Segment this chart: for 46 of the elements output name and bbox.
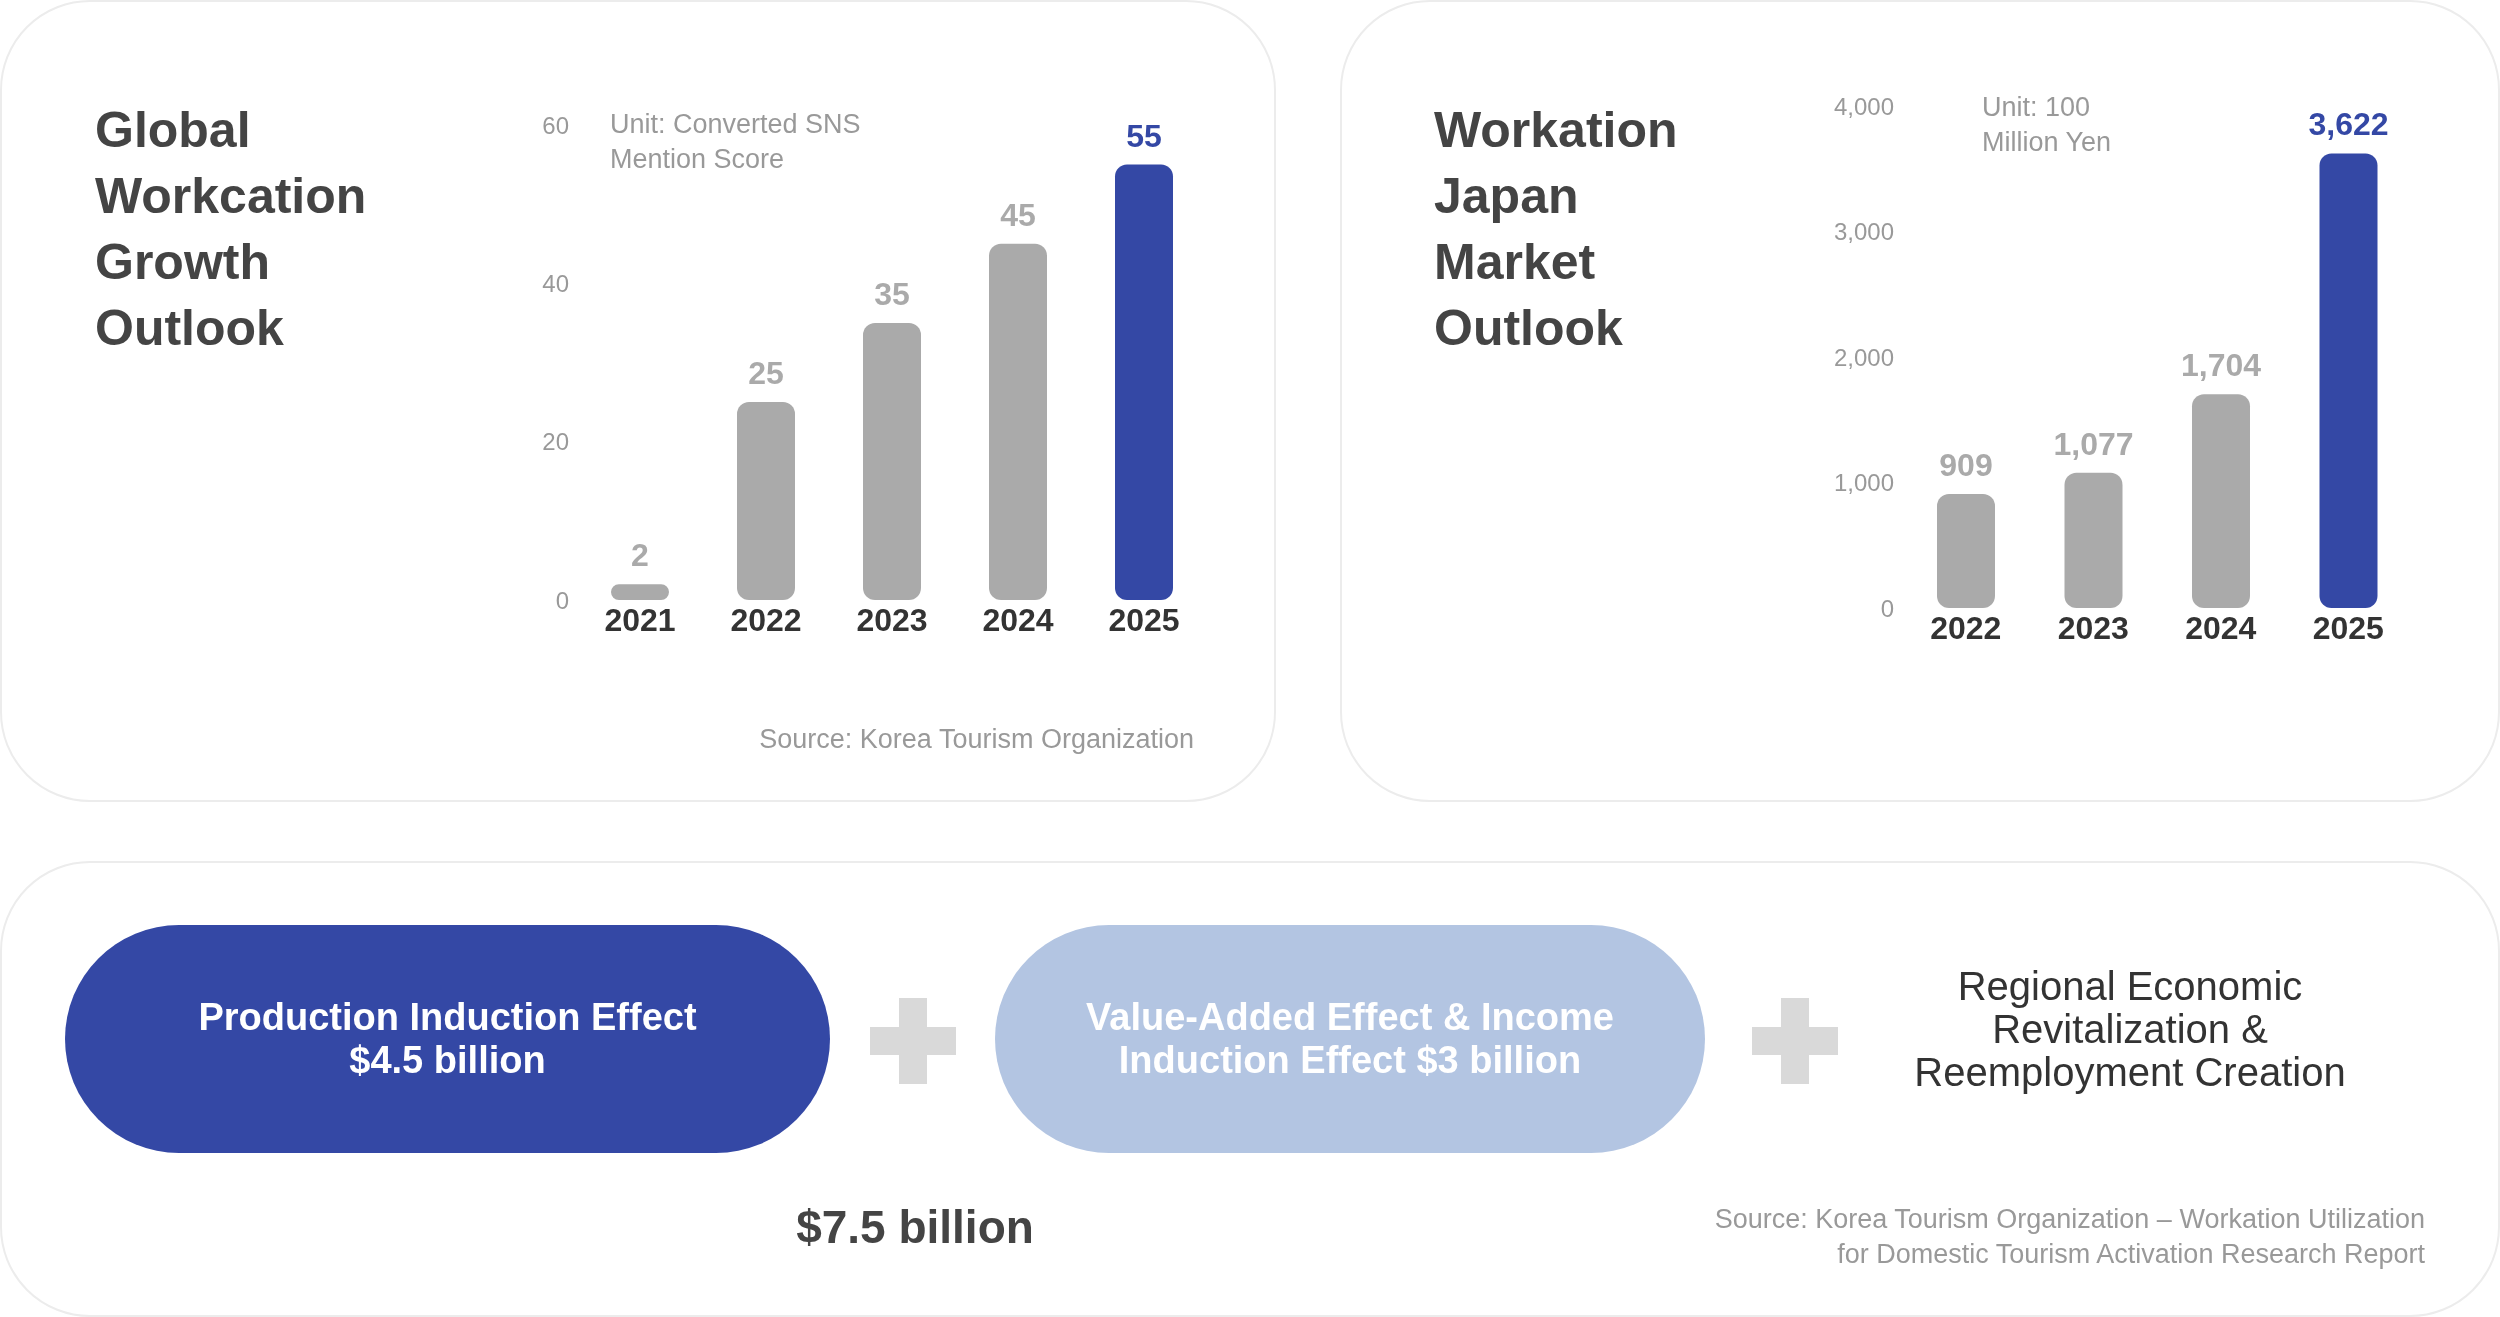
x-tick-label: 2021 (604, 601, 676, 638)
y-tick-label: 20 (542, 428, 569, 456)
y-tick-label: 3,000 (1833, 218, 1894, 246)
y-tick-label: 60 (542, 111, 569, 139)
x-tick-label: 2024 (2185, 609, 2257, 646)
x-tick-label: 2025 (1108, 601, 1180, 638)
data-label: 1,704 (2180, 347, 2262, 384)
data-label: 909 (1939, 446, 1993, 483)
source-note: Source: Korea Tourism Organization – Workation Utilization for Domestic Tourism Activation Research Report (1714, 1203, 2425, 1272)
bar (2064, 472, 2123, 608)
bar (1937, 493, 1995, 608)
x-tick-label: 2025 (2312, 609, 2384, 646)
x-tick-label: 2023 (2057, 609, 2129, 646)
text: Value-Added Effect & Income Induction Effect $3 billion (995, 925, 1705, 1153)
bar (2192, 394, 2250, 608)
annotation: Unit: 100 Million Yen (1982, 91, 2113, 160)
x-tick-label: 2022 (1930, 609, 2002, 646)
source-note: Source: Korea Tourism Organization (759, 723, 1194, 756)
data-label: 25 (748, 355, 784, 392)
y-tick-label: 0 (555, 586, 569, 614)
y-tick-label: 0 (1880, 594, 1894, 622)
x-tick-label: 2024 (982, 601, 1054, 638)
text: Regional Economic Revitalization & Reemployment Creation (1913, 964, 2347, 1095)
annotation: Unit: Converted SNS Mention Score (610, 108, 862, 177)
text: $7.5 billion (795, 1200, 1035, 1254)
text: Production Induction Effect $4.5 billion (65, 925, 830, 1153)
y-tick-label: 4,000 (1833, 92, 1894, 120)
bar (863, 322, 921, 600)
y-tick-label: 1,000 (1833, 469, 1894, 497)
bar (737, 402, 795, 600)
x-tick-label: 2023 (856, 601, 928, 638)
bar (2319, 153, 2378, 608)
data-label: 55 (1126, 117, 1162, 154)
bar (1115, 164, 1173, 600)
data-label: 45 (1000, 196, 1036, 233)
data-label: 1,077 (2053, 425, 2134, 462)
data-label: 35 (874, 275, 910, 312)
text: Workation Japan Market Outlook (1434, 101, 1679, 358)
y-tick-label: 40 (542, 269, 569, 297)
x-tick-label: 2022 (730, 601, 802, 638)
bar (989, 243, 1047, 600)
y-tick-label: 2,000 (1833, 343, 1894, 371)
data-label: 2 (631, 537, 649, 574)
text: Global Workcation Growth Outlook (95, 101, 368, 358)
bar (611, 584, 669, 600)
data-label: 3,622 (2308, 106, 2389, 143)
